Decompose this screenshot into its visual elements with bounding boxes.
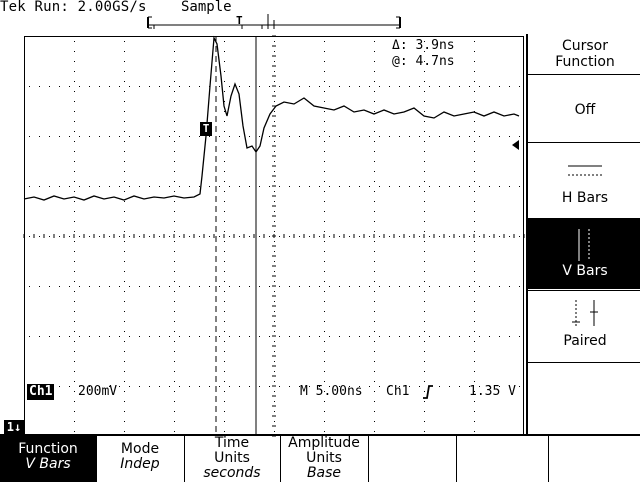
- bottom-button-function[interactable]: Function V Bars: [0, 436, 96, 482]
- cursor-position-readout: @: 4.7ns: [392, 54, 455, 69]
- channel-status-row: Ch1 200mV M 5.00ns Ch1 1.35 V: [24, 384, 524, 402]
- trigger-level-arrow-icon: [512, 140, 519, 150]
- side-button-hbars-label[interactable]: H Bars: [561, 190, 609, 206]
- record-view-bracket: [147, 14, 401, 29]
- paired-icon: [572, 300, 598, 326]
- bottom-button-mode[interactable]: Mode Indep: [120, 441, 160, 472]
- acquisition-status: Tek Run: 2.00GS/s: [0, 0, 147, 15]
- divider: [456, 436, 457, 482]
- trigger-position-marker: T: [236, 14, 243, 27]
- vbars-icon: [578, 229, 590, 261]
- bottom-button-time-units[interactable]: Time Units seconds: [203, 435, 261, 481]
- divider: [528, 218, 640, 219]
- divider: [184, 436, 185, 482]
- channel-badge: Ch1: [27, 384, 55, 400]
- divider: [548, 436, 549, 482]
- side-button-off[interactable]: Off: [574, 102, 596, 118]
- side-button-vbars[interactable]: V Bars: [528, 219, 640, 289]
- divider: [528, 362, 640, 363]
- grid-dots: [29, 41, 520, 432]
- status-bar: Tek Run: 2.00GS/s Sample T: [0, 0, 640, 34]
- bottom-button-amplitude-units[interactable]: Amplitude Units Base: [288, 435, 360, 481]
- trigger-channel: Ch1: [386, 384, 410, 399]
- divider: [528, 74, 640, 75]
- side-button-paired[interactable]: [528, 298, 640, 332]
- divider: [280, 436, 281, 482]
- rising-edge-icon: [423, 385, 433, 399]
- bottom-menu: Function V Bars Mode Indep Time Units se…: [0, 434, 640, 482]
- divider: [528, 290, 640, 291]
- side-button-paired-label[interactable]: Paired: [563, 333, 607, 349]
- divider: [96, 436, 97, 482]
- graticule: [23, 35, 525, 437]
- volts-per-div: 200mV: [78, 384, 118, 399]
- divider: [368, 436, 369, 482]
- acquisition-mode: Sample: [181, 0, 232, 15]
- side-menu: Cursor Function Off H Bars V Bars Paired: [526, 34, 640, 434]
- side-button-hbars[interactable]: [528, 160, 640, 182]
- trigger-level: 1.35 V: [469, 384, 516, 399]
- side-menu-title: Cursor Function: [555, 38, 615, 70]
- timebase: M 5.00ns: [300, 384, 363, 399]
- cursor-delta-readout: Δ: 3.9ns: [392, 38, 455, 53]
- hbars-icon: [568, 165, 602, 176]
- channel-ground-marker: 1↓: [4, 420, 24, 434]
- divider: [528, 142, 640, 143]
- trigger-point-marker: T: [200, 122, 212, 136]
- waveform-trace: [23, 35, 520, 201]
- oscilloscope-display: T: [23, 35, 525, 437]
